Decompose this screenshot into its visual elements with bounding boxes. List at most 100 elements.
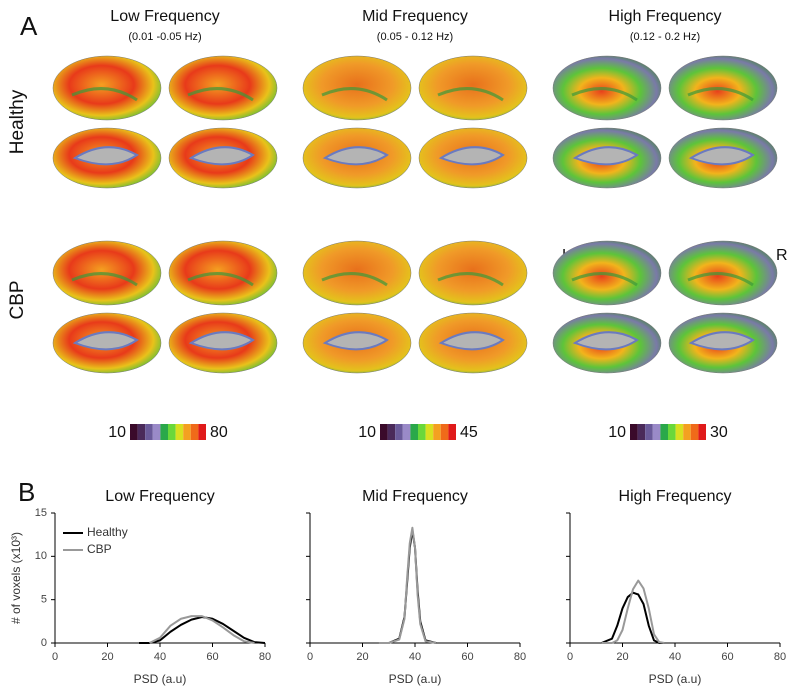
brain-sulcus <box>437 87 504 102</box>
brain-sulcus <box>321 272 388 287</box>
column-title: Low Frequency <box>110 8 219 25</box>
chart-title: High Frequency <box>619 488 732 505</box>
colorbar-swatch <box>130 424 138 440</box>
colorbar-swatch <box>668 424 676 440</box>
colorbar-swatch <box>652 424 661 440</box>
brain-sulcus <box>687 87 754 102</box>
brain-medial-wall <box>438 331 505 351</box>
brain-sulcus <box>571 272 638 287</box>
x-axis-label: PSD (a.u) <box>134 672 187 686</box>
colorbar-swatch <box>198 424 206 440</box>
colorbar-swatch <box>425 424 434 440</box>
colorbar-swatch <box>380 424 388 440</box>
legend-label: CBP <box>87 542 112 556</box>
brain-medial-wall <box>72 331 139 351</box>
chart-title: Low Frequency <box>105 488 214 505</box>
chart-title: Mid Frequency <box>362 488 468 505</box>
x-tick-label: 40 <box>669 651 681 663</box>
x-tick-label: 0 <box>52 651 58 663</box>
series-line <box>149 615 255 644</box>
colorbar-max: 80 <box>210 424 228 441</box>
column-subtitle: (0.01 -0.05 Hz) <box>128 31 201 43</box>
brain-sulcus <box>187 87 254 102</box>
colorbar-swatch <box>152 424 161 440</box>
x-axis-label: PSD (a.u) <box>389 672 442 686</box>
colorbar-swatch <box>387 424 396 440</box>
colorbar-swatch <box>675 424 684 440</box>
x-tick-label: 80 <box>514 651 526 663</box>
brain-sulcus <box>321 87 388 102</box>
brain-medial-wall <box>572 331 639 351</box>
colorbar-swatch <box>418 424 426 440</box>
colorbar-swatch <box>145 424 153 440</box>
brain-sulcus <box>71 87 138 102</box>
x-tick-label: 0 <box>307 651 313 663</box>
colorbar-swatch <box>448 424 456 440</box>
series-line <box>601 591 665 644</box>
colorbar-swatch <box>395 424 403 440</box>
panel-label: B <box>18 477 35 507</box>
brain-medial-wall <box>572 146 639 166</box>
column-subtitle: (0.12 - 0.2 Hz) <box>630 31 700 43</box>
x-tick-label: 80 <box>774 651 786 663</box>
colorbar-swatch <box>190 424 199 440</box>
brain-sulcus <box>571 87 638 102</box>
x-tick-label: 40 <box>154 651 166 663</box>
brain-medial-wall <box>438 146 505 166</box>
x-tick-label: 0 <box>567 651 573 663</box>
y-axis-label: # of voxels (x10³) <box>9 532 23 624</box>
colorbar-swatch <box>410 424 418 440</box>
brain-sulcus <box>687 272 754 287</box>
colorbar-swatch <box>433 424 441 440</box>
y-tick-label: 0 <box>41 637 47 649</box>
column-title: Mid Frequency <box>362 8 468 25</box>
brain-sulcus <box>187 272 254 287</box>
series-line <box>601 579 665 644</box>
colorbar-swatch <box>440 424 449 440</box>
row-label: Healthy <box>7 89 28 154</box>
colorbar-min: 10 <box>108 424 126 441</box>
x-tick-label: 20 <box>616 651 628 663</box>
colorbar-min: 10 <box>358 424 376 441</box>
brain-medial-wall <box>72 146 139 166</box>
colorbar-swatch <box>630 424 638 440</box>
colorbar-swatch <box>698 424 706 440</box>
colorbar-swatch <box>183 424 191 440</box>
y-tick-label: 10 <box>35 550 47 562</box>
brain-medial-wall <box>188 331 255 351</box>
y-tick-label: 5 <box>41 594 47 606</box>
x-tick-label: 60 <box>206 651 218 663</box>
colorbar-swatch <box>645 424 653 440</box>
brain-medial-wall <box>188 146 255 166</box>
column-subtitle: (0.05 - 0.12 Hz) <box>377 31 453 43</box>
colorbar-max: 30 <box>710 424 728 441</box>
brain-medial-wall <box>322 146 389 166</box>
panel-label: A <box>20 11 38 41</box>
brain-sulcus <box>437 272 504 287</box>
colorbar-swatch <box>660 424 668 440</box>
x-tick-label: 80 <box>259 651 271 663</box>
column-title: High Frequency <box>609 8 722 25</box>
colorbar-min: 10 <box>608 424 626 441</box>
series-line <box>378 526 437 644</box>
brain-sulcus <box>71 272 138 287</box>
x-tick-label: 20 <box>101 651 113 663</box>
colorbar-swatch <box>683 424 691 440</box>
legend-label: Healthy <box>87 525 128 539</box>
colorbar-swatch <box>160 424 168 440</box>
x-tick-label: 20 <box>356 651 368 663</box>
x-axis-label: PSD (a.u) <box>649 672 702 686</box>
colorbar-swatch <box>690 424 699 440</box>
colorbar-swatch <box>137 424 146 440</box>
brain-medial-wall <box>322 331 389 351</box>
colorbar-swatch <box>175 424 184 440</box>
colorbar-max: 45 <box>460 424 478 441</box>
colorbar-swatch <box>168 424 176 440</box>
hemisphere-label: R <box>776 247 788 264</box>
brain-medial-wall <box>688 331 755 351</box>
row-label: CBP <box>7 280 28 319</box>
colorbar-swatch <box>637 424 646 440</box>
x-tick-label: 60 <box>721 651 733 663</box>
x-tick-label: 40 <box>409 651 421 663</box>
